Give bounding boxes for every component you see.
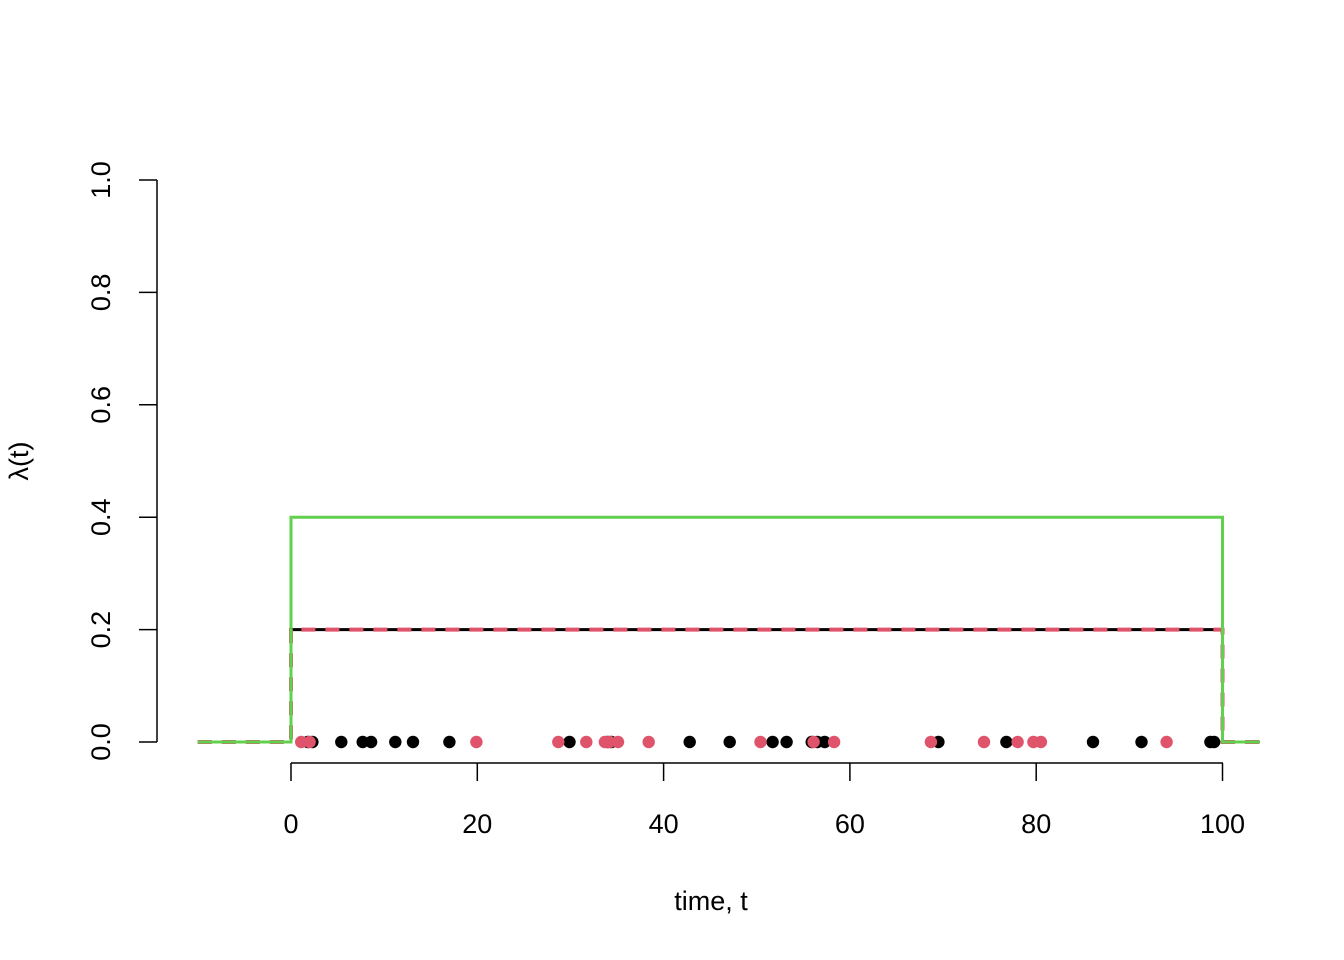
series-line-1 xyxy=(197,628,1260,744)
y-tick-label: 0.6 xyxy=(86,386,116,424)
event-point xyxy=(807,735,820,749)
y-axis: 0.0 0.2 0.4 0.6 0.8 1.0 xyxy=(86,161,158,761)
event-point xyxy=(611,735,625,749)
x-tick-label: 0 xyxy=(283,809,298,839)
x-tick-label: 100 xyxy=(1200,809,1245,839)
y-tick-label: 0.4 xyxy=(86,498,116,536)
x-axis: 0 20 40 60 80 100 xyxy=(283,762,1245,839)
y-tick-label: 0.8 xyxy=(86,274,116,312)
x-axis-title: time, t xyxy=(674,886,748,916)
event-point xyxy=(723,735,736,749)
x-tick-label: 60 xyxy=(835,809,865,839)
event-point xyxy=(552,735,565,749)
event-point xyxy=(1000,735,1013,749)
event-point xyxy=(303,735,316,749)
y-tick-label: 0.2 xyxy=(86,611,116,649)
event-point xyxy=(754,735,767,749)
event-point xyxy=(1207,735,1221,749)
event-point xyxy=(364,735,378,749)
x-tick-label: 40 xyxy=(649,809,679,839)
series-line-2 xyxy=(197,627,1260,744)
event-point xyxy=(683,735,696,749)
event-point xyxy=(470,735,483,749)
y-tick-label: 1.0 xyxy=(86,161,116,199)
event-point xyxy=(389,735,402,749)
plot-area xyxy=(197,515,1260,749)
event-point xyxy=(406,735,420,749)
event-point xyxy=(827,735,841,749)
event-point xyxy=(580,735,593,749)
event-point xyxy=(335,735,348,749)
event-point xyxy=(443,735,456,749)
event-point xyxy=(924,735,938,749)
event-point xyxy=(563,735,576,749)
event-point xyxy=(1011,735,1024,749)
event-point xyxy=(1086,735,1100,749)
event-point xyxy=(818,735,831,749)
y-axis-title: λ(t) xyxy=(4,442,34,481)
event-point xyxy=(766,735,779,749)
series-line-3 xyxy=(197,515,1260,744)
event-point xyxy=(977,735,991,749)
event-point xyxy=(642,735,655,749)
x-tick-label: 20 xyxy=(462,809,492,839)
event-point xyxy=(1160,735,1173,749)
event-point xyxy=(1034,735,1048,749)
y-tick-label: 0.0 xyxy=(86,723,116,761)
event-point xyxy=(780,735,793,749)
event-point xyxy=(1135,735,1148,749)
x-tick-label: 80 xyxy=(1021,809,1051,839)
